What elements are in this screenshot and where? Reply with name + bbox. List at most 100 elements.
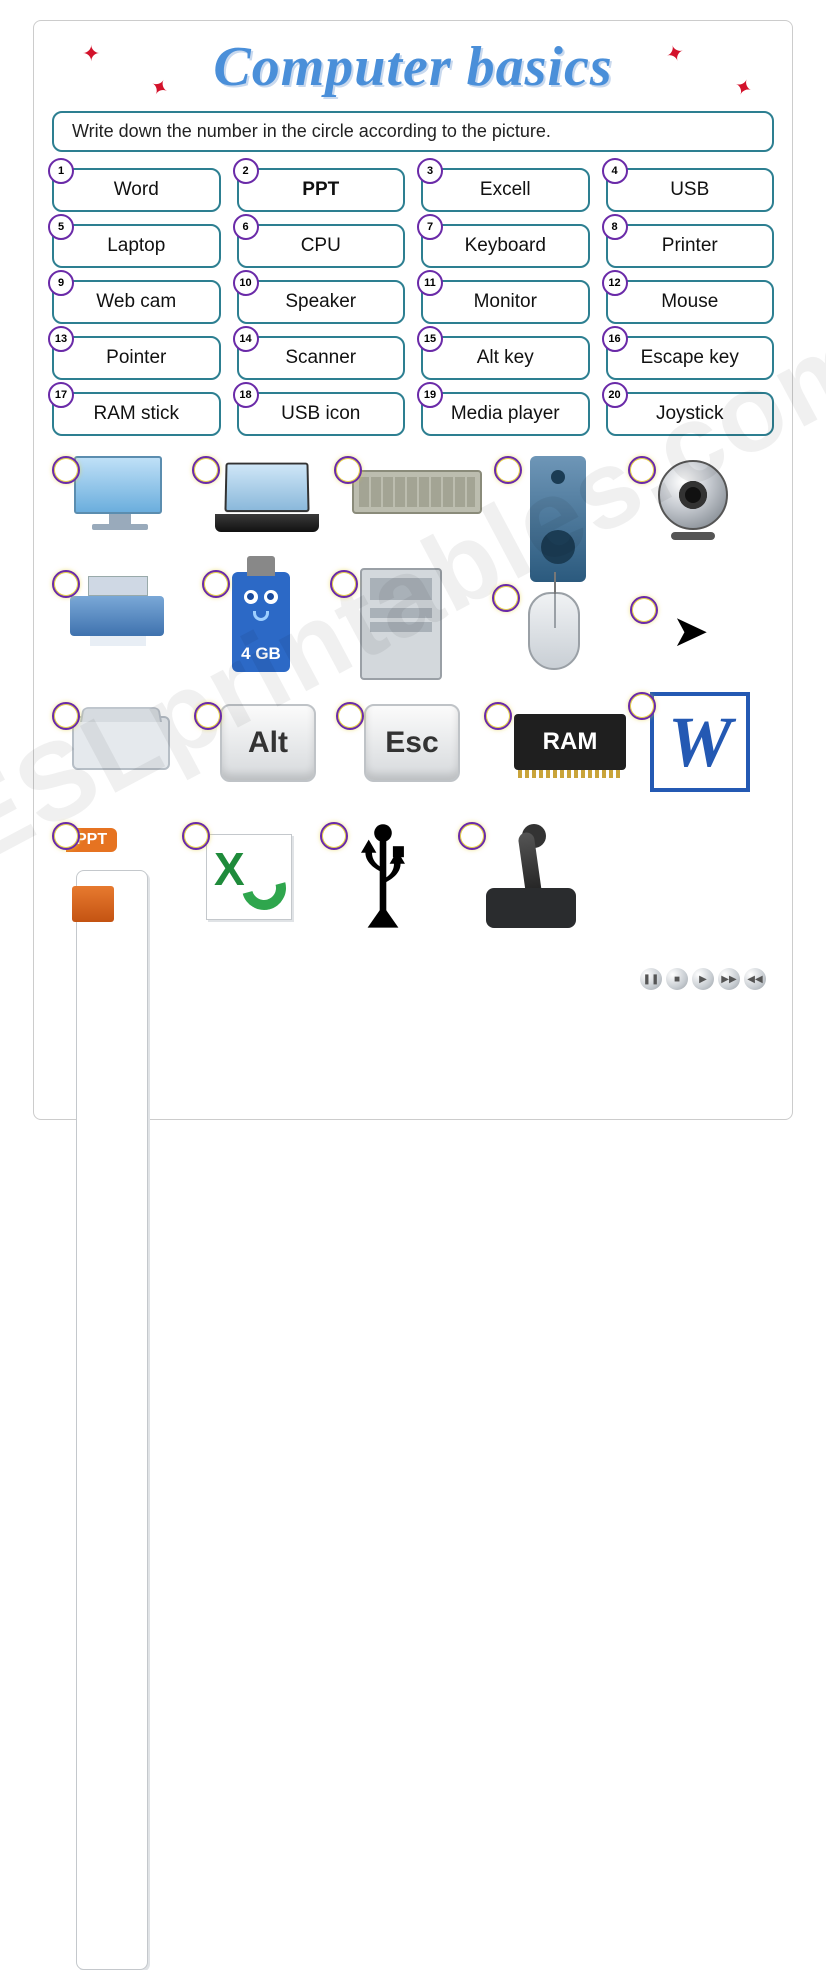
answer-circle[interactable] xyxy=(628,456,656,484)
media-button[interactable]: ▶ xyxy=(692,968,714,990)
picture-item: PPT xyxy=(66,828,162,928)
number-badge: 1 xyxy=(48,158,74,184)
picture-item: W xyxy=(650,692,750,792)
answer-circle[interactable] xyxy=(630,596,658,624)
picture-item xyxy=(360,568,442,680)
media-button[interactable]: ◀◀ xyxy=(744,968,766,990)
answer-circle[interactable] xyxy=(336,702,364,730)
answer-circle[interactable] xyxy=(458,822,486,850)
cpu-tower-icon xyxy=(360,568,442,680)
answer-circle[interactable] xyxy=(52,822,80,850)
picture-item: RAM xyxy=(514,714,626,770)
worksheet-page: ✦ ✦ Computer basics ✦ ✦ Write down the n… xyxy=(33,20,793,1120)
number-badge: 2 xyxy=(233,158,259,184)
mouse-icon xyxy=(528,592,580,670)
word-box: 5Laptop xyxy=(52,224,221,268)
picture-item xyxy=(528,592,580,670)
webcam-icon xyxy=(656,460,730,534)
answer-circle[interactable] xyxy=(52,702,80,730)
number-badge: 3 xyxy=(417,158,443,184)
picture-item xyxy=(74,456,166,536)
star-icon: ✦ xyxy=(145,72,173,104)
word-bank-grid: 1Word2PPT3Excell4USB5Laptop6CPU7Keyboard… xyxy=(52,168,774,436)
pointer-icon: ➤ xyxy=(672,606,709,657)
esc-key-icon: Esc xyxy=(364,704,460,782)
word-label: Word xyxy=(114,179,159,201)
word-label: Alt key xyxy=(477,347,534,369)
number-badge: 15 xyxy=(417,326,443,352)
number-badge: 11 xyxy=(417,270,443,296)
word-label: Pointer xyxy=(106,347,166,369)
word-box: 8Printer xyxy=(606,224,775,268)
word-label: USB icon xyxy=(281,403,360,425)
instruction-box: Write down the number in the circle acco… xyxy=(52,111,774,152)
star-icon: ✦ xyxy=(729,72,756,103)
media-button[interactable]: ❚❚ xyxy=(640,968,662,990)
number-badge: 19 xyxy=(417,382,443,408)
joystick-icon xyxy=(486,824,576,928)
answer-circle[interactable] xyxy=(628,692,656,720)
word-box: 6CPU xyxy=(237,224,406,268)
usb-stick-icon: 4 GB xyxy=(232,572,290,672)
word-label: Speaker xyxy=(285,291,356,313)
pictures-area: ❚❚■▶▶▶◀◀ 4 GB➤AltEscRAMWPPTX xyxy=(52,456,774,996)
word-box: 9Web cam xyxy=(52,280,221,324)
word-box: 14Scanner xyxy=(237,336,406,380)
answer-circle[interactable] xyxy=(492,584,520,612)
word-app-icon: W xyxy=(650,692,750,792)
word-box: 20Joystick xyxy=(606,392,775,436)
answer-circle[interactable] xyxy=(202,570,230,598)
word-label: Laptop xyxy=(107,235,165,257)
word-box: 17RAM stick xyxy=(52,392,221,436)
word-box: 15Alt key xyxy=(421,336,590,380)
word-label: Scanner xyxy=(285,347,356,369)
number-badge: 9 xyxy=(48,270,74,296)
word-box: 13Pointer xyxy=(52,336,221,380)
answer-circle[interactable] xyxy=(330,570,358,598)
number-badge: 18 xyxy=(233,382,259,408)
number-badge: 12 xyxy=(602,270,628,296)
word-box: 12Mouse xyxy=(606,280,775,324)
answer-circle[interactable] xyxy=(182,822,210,850)
picture-item xyxy=(656,460,730,534)
word-box: 7Keyboard xyxy=(421,224,590,268)
number-badge: 6 xyxy=(233,214,259,240)
word-box: 1Word xyxy=(52,168,221,212)
answer-circle[interactable] xyxy=(52,570,80,598)
word-box: 18USB icon xyxy=(237,392,406,436)
word-label: CPU xyxy=(301,235,341,257)
word-label: Monitor xyxy=(474,291,537,313)
answer-circle[interactable] xyxy=(194,702,222,730)
usb-symbol-icon xyxy=(348,822,418,932)
answer-circle[interactable] xyxy=(334,456,362,484)
picture-item: X xyxy=(206,834,292,920)
printer-icon xyxy=(70,576,166,650)
page-title: Computer basics xyxy=(213,35,612,99)
number-badge: 8 xyxy=(602,214,628,240)
picture-item: Esc xyxy=(364,704,460,782)
media-button[interactable]: ▶▶ xyxy=(718,968,740,990)
number-badge: 5 xyxy=(48,214,74,240)
word-label: Media player xyxy=(451,403,560,425)
word-box: 2PPT xyxy=(237,168,406,212)
answer-circle[interactable] xyxy=(320,822,348,850)
excel-app-icon: X xyxy=(206,834,292,920)
answer-circle[interactable] xyxy=(52,456,80,484)
picture-item xyxy=(352,470,482,514)
answer-circle[interactable] xyxy=(192,456,220,484)
picture-item xyxy=(70,576,166,650)
ppt-app-icon: PPT xyxy=(66,828,162,928)
word-box: 19Media player xyxy=(421,392,590,436)
answer-circle[interactable] xyxy=(494,456,522,484)
picture-item: 4 GB xyxy=(232,572,290,672)
picture-item xyxy=(486,824,576,928)
number-badge: 17 xyxy=(48,382,74,408)
picture-item: Alt xyxy=(220,704,316,782)
number-badge: 14 xyxy=(233,326,259,352)
picture-item xyxy=(530,456,586,582)
answer-circle[interactable] xyxy=(484,702,512,730)
ram-icon: RAM xyxy=(514,714,626,770)
laptop-icon xyxy=(212,462,322,536)
word-label: USB xyxy=(670,179,709,201)
media-button[interactable]: ■ xyxy=(666,968,688,990)
